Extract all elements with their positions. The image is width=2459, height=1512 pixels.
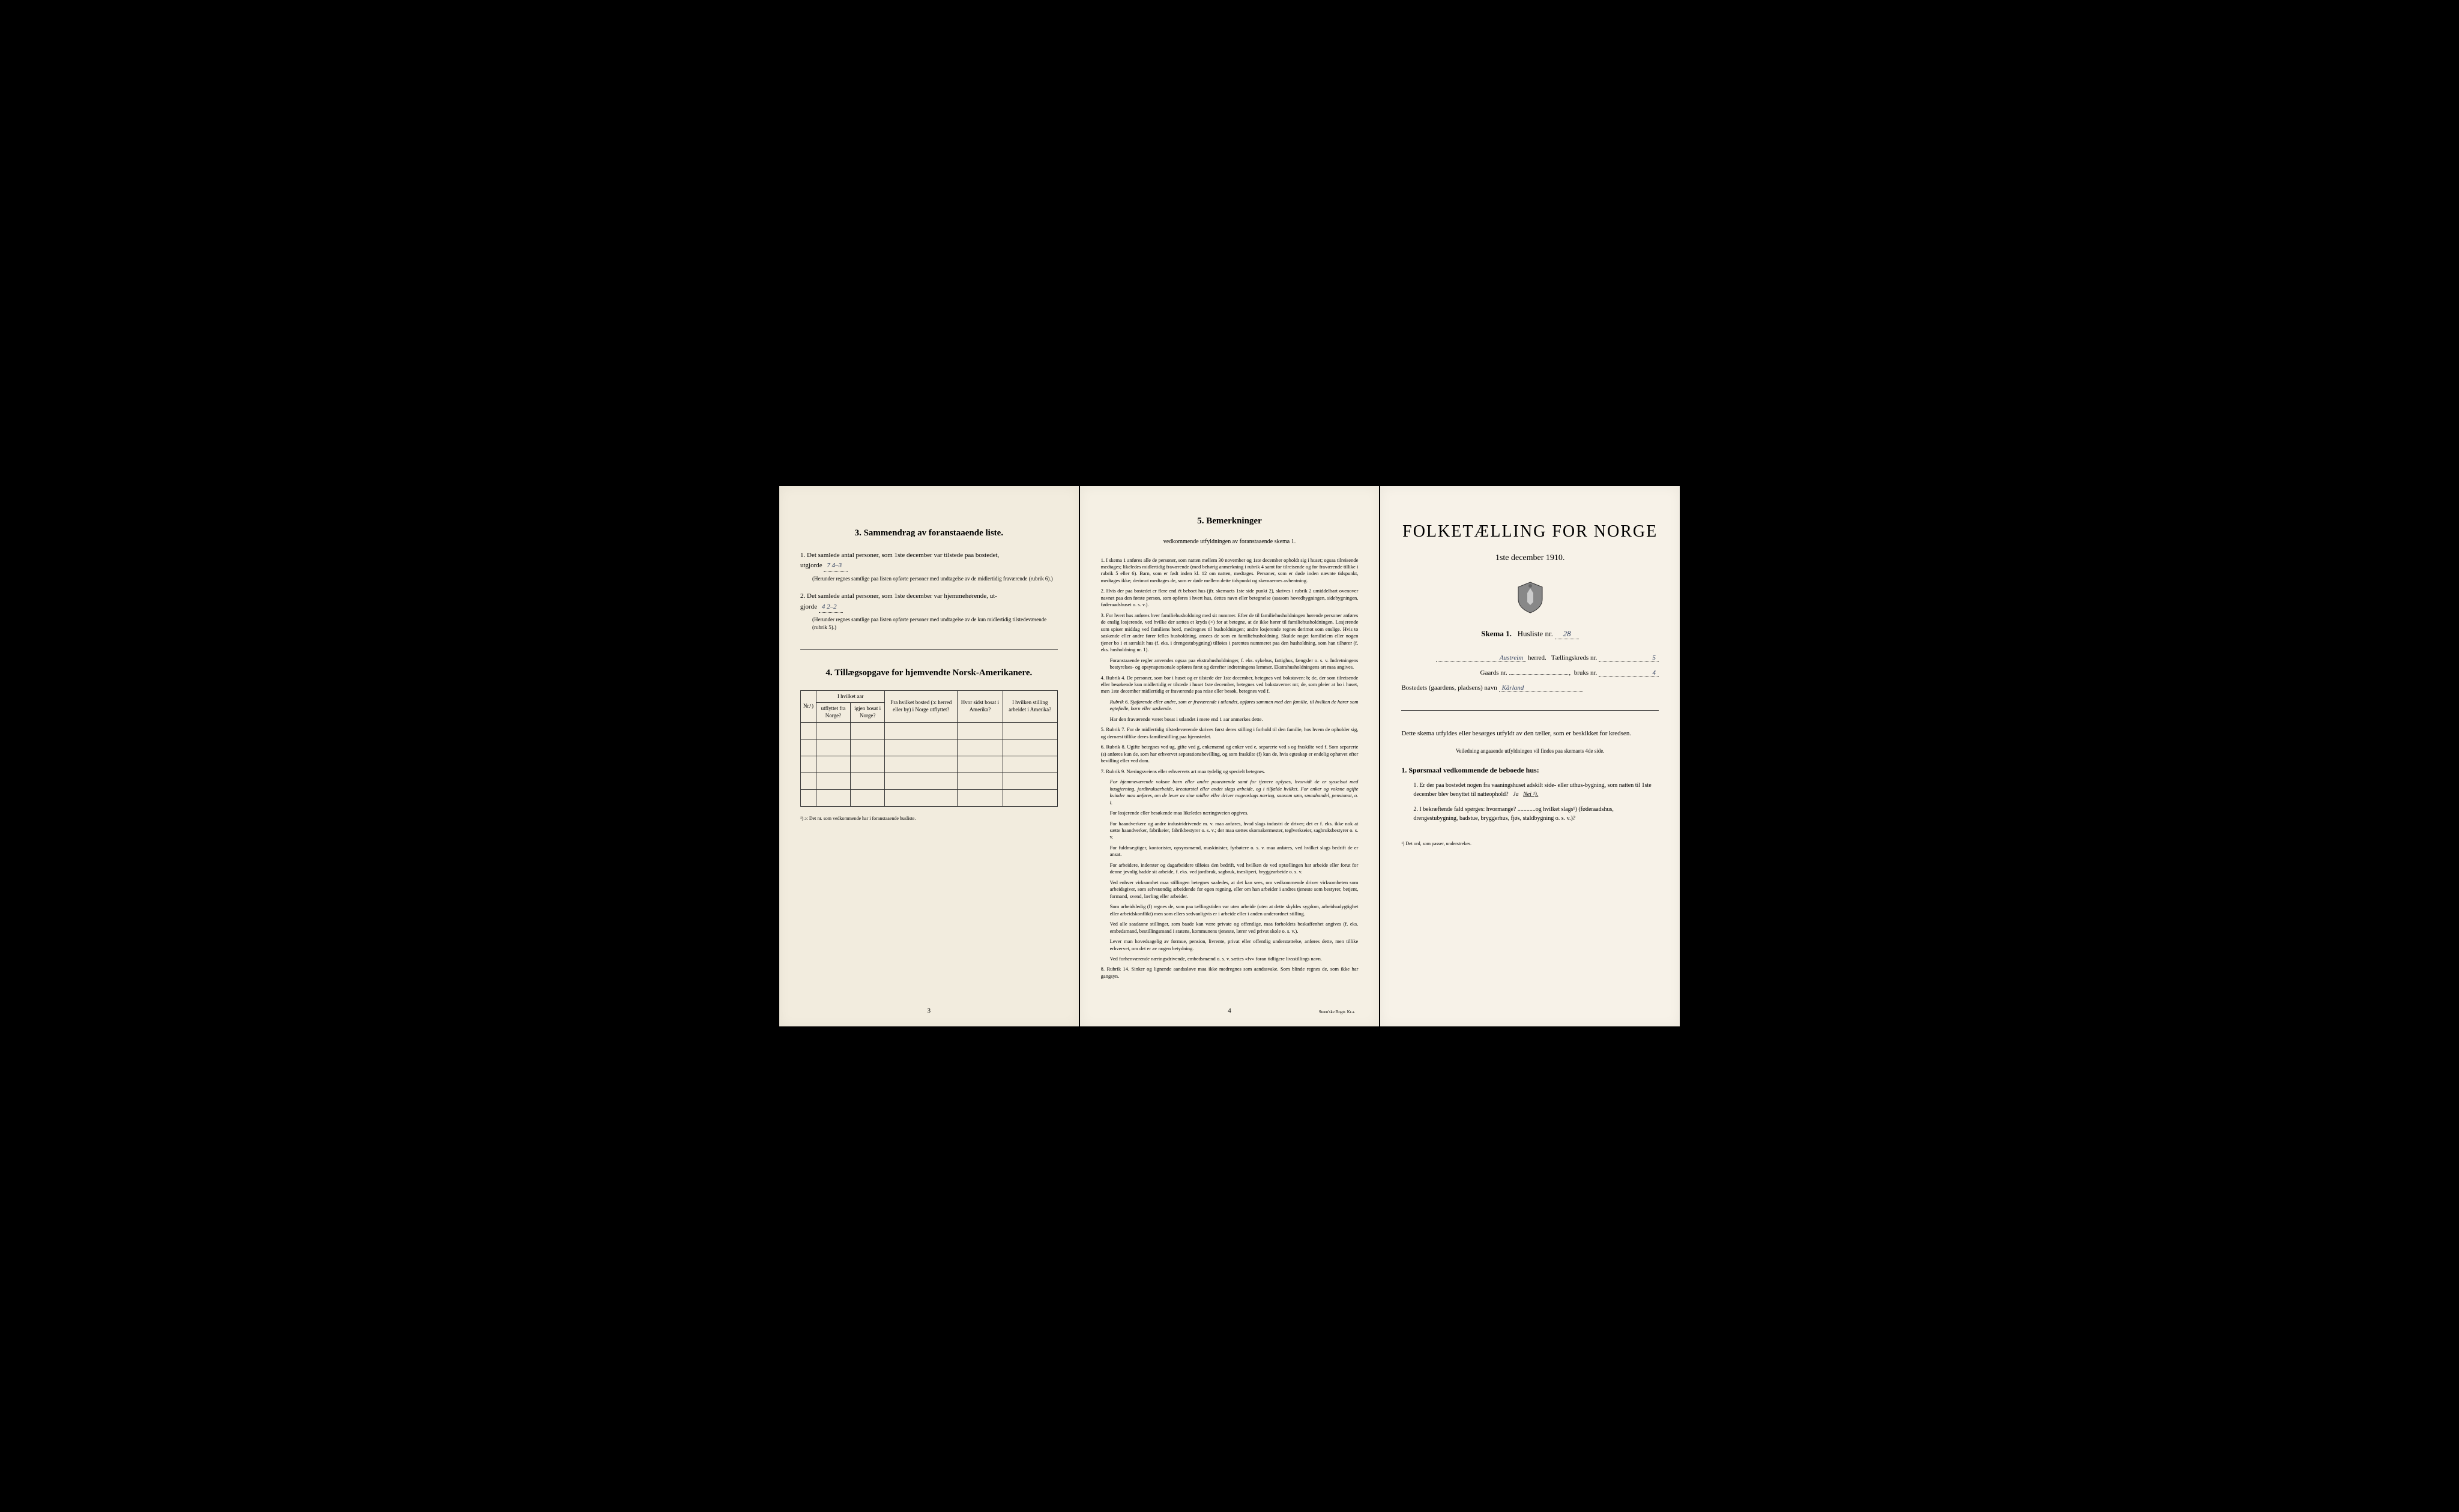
table-row — [801, 789, 1058, 806]
remark-7-sub0: For hjemmeværende voksne barn eller andr… — [1110, 779, 1359, 806]
table-row — [801, 773, 1058, 789]
remark-7-sub8: Lever man hovedsagelig av formue, pensio… — [1110, 938, 1359, 952]
summary-item-1: 1. Det samlede antal personer, som 1ste … — [800, 550, 1058, 583]
remark-8: 8. Rubrik 14. Sinker og lignende aandssl… — [1101, 966, 1359, 980]
taellingskreds-nr: 5 — [1599, 654, 1659, 662]
cover-divider — [1401, 710, 1659, 711]
section-5-subtitle: vedkommende utfyldningen av foranstaaend… — [1101, 538, 1359, 545]
remark-3-sub: Foranstaaende regler anvendes ogsaa paa … — [1110, 657, 1359, 671]
remark-7-sub2: For haandverkere og andre industridriven… — [1110, 821, 1359, 841]
bosted-line: Bostedets (gaardens, pladsens) navn Kårl… — [1401, 684, 1659, 692]
summary-item-2: 2. Det samlede antal personer, som 1ste … — [800, 591, 1058, 631]
remark-7-sub1: For losjerende eller besøkende maa likel… — [1110, 810, 1359, 816]
remark-7-sub4: For arbeidere, inderster og dagarbeidere… — [1110, 862, 1359, 876]
main-title: FOLKETÆLLING FOR NORGE — [1401, 522, 1659, 541]
fill-instructions: Dette skema utfyldes eller besørges utfy… — [1401, 729, 1659, 739]
questions-header: 1. Spørsmaal vedkommende de beboede hus: — [1401, 766, 1659, 775]
remark-2: 2. Hvis der paa bostedet er flere end ét… — [1101, 588, 1359, 608]
remark-7-sub9: Ved forhenværende næringsdrivende, embed… — [1110, 956, 1359, 962]
col-emigrated: utflyttet fra Norge? — [816, 703, 850, 722]
remark-1: 1. I skema 1 anføres alle de personer, s… — [1101, 557, 1359, 585]
footnote-underline: ¹) Det ord, som passer, understrekes. — [1401, 841, 1659, 846]
census-date: 1ste december 1910. — [1401, 553, 1659, 563]
table-row — [801, 756, 1058, 773]
gaards-line: Gaards nr. , bruks nr. 4 — [1401, 669, 1659, 677]
col-nr: Nr.¹) — [801, 690, 816, 722]
section-divider — [800, 649, 1058, 650]
remark-6: 6. Rubrik 8. Ugifte betegnes ved ug, gif… — [1101, 744, 1359, 764]
cover-page: FOLKETÆLLING FOR NORGE 1ste december 191… — [1380, 486, 1680, 1026]
herred-line: Austreim herred. Tællingskreds nr. 5 — [1401, 654, 1659, 662]
question-1: 1. Er der paa bostedet nogen fra vaaning… — [1413, 781, 1659, 799]
gaards-nr — [1509, 674, 1569, 675]
remark-4: 4. Rubrik 4. De personer, som bor i huse… — [1101, 675, 1359, 695]
amerikanere-table: Nr.¹) I hvilket aar Fra hvilket bosted (… — [800, 690, 1058, 807]
section-3-title: 3. Sammendrag av foranstaaende liste. — [800, 528, 1058, 538]
census-document: 3. Sammendrag av foranstaaende liste. 1.… — [779, 486, 1680, 1026]
total-resident-value: 4 2–2 — [819, 602, 843, 613]
remark-7-sub6: Som arbeidsledig (l) regnes de, som paa … — [1110, 903, 1359, 917]
printer-mark: Steen'ske Bogtr. Kr.a. — [1319, 1010, 1356, 1014]
remark-7-sub3: For fuldmægtiger, kontorister, opsynsmæn… — [1110, 845, 1359, 858]
remark-4-sub1: Rubrik 6. Sjøfarende eller andre, som er… — [1110, 699, 1359, 712]
col-where: Hvor sidst bosat i Amerika? — [958, 690, 1003, 722]
herred-value: Austreim — [1436, 654, 1526, 662]
skema-line: Skema 1. Husliste nr. 28 — [1401, 629, 1659, 639]
husliste-nr: 28 — [1555, 629, 1579, 639]
nei-underlined: Nei ¹). — [1523, 791, 1538, 798]
col-position: I hvilken stilling arbeidet i Amerika? — [1003, 690, 1057, 722]
bruks-nr: 4 — [1599, 669, 1659, 677]
col-from: Fra hvilket bosted (ɔ: herred eller by) … — [885, 690, 958, 722]
table-footnote: ¹) ɔ: Det nr. som vedkommende har i fora… — [800, 816, 1058, 821]
table-row — [801, 722, 1058, 739]
remark-5: 5. Rubrik 7. For de midlertidig tilstede… — [1101, 726, 1359, 740]
page-number-3: 3 — [928, 1007, 931, 1014]
section-5-title: 5. Bemerkninger — [1101, 516, 1359, 526]
guidance-note: Veiledning angaaende utfyldningen vil fi… — [1401, 748, 1659, 754]
page-number-4: 4 — [1228, 1007, 1231, 1014]
remarks-list: 1. I skema 1 anføres alle de personer, s… — [1101, 557, 1359, 980]
col-year-header: I hvilket aar — [816, 690, 884, 703]
remark-7-sub7: Ved alle saadanne stillinger, som baade … — [1110, 921, 1359, 935]
bosted-value: Kårland — [1499, 684, 1583, 692]
remark-7-sub5: Ved enhver virksomhet maa stillingen bet… — [1110, 879, 1359, 900]
remark-3: 3. For hvert hus anføres hver familiehus… — [1101, 612, 1359, 654]
page-4: 5. Bemerkninger vedkommende utfyldningen… — [1080, 486, 1380, 1026]
total-present-value: 7 4–3 — [824, 561, 848, 572]
coat-of-arms-icon — [1515, 581, 1545, 614]
col-returned: igjen bosat i Norge? — [850, 703, 884, 722]
table-row — [801, 739, 1058, 756]
page-3: 3. Sammendrag av foranstaaende liste. 1.… — [779, 486, 1079, 1026]
section-4-title: 4. Tillægsopgave for hjemvendte Norsk-Am… — [800, 668, 1058, 678]
remark-7: 7. Rubrik 9. Næringsveiens eller erhverv… — [1101, 768, 1359, 775]
question-2: 2. I bekræftende fald spørges: hvormange… — [1413, 805, 1659, 823]
remark-4-sub2: Har den fraværende været bosat i utlande… — [1110, 716, 1359, 723]
